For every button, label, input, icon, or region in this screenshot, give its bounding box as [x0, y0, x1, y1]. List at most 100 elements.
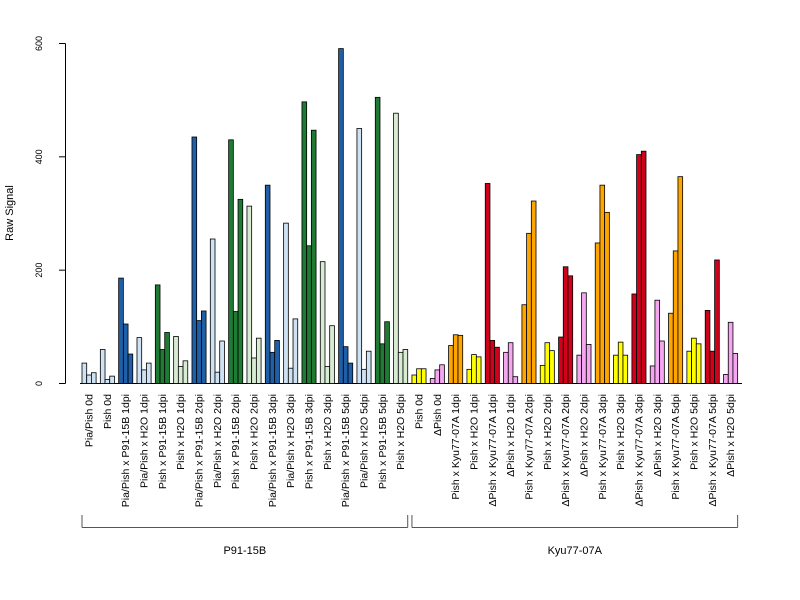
group-brackets: P91-15B Kyu77-07A	[81, 515, 739, 557]
bar	[228, 139, 234, 384]
x-tick-label: ΔPish x Kyu77-07A 5dpi	[707, 394, 719, 507]
bar	[255, 337, 262, 384]
bar	[200, 310, 207, 384]
x-tick-label: Pish x H2O 1dpi	[175, 394, 187, 470]
y-tick-label: 600	[34, 36, 44, 51]
bar	[567, 275, 574, 384]
bar	[617, 341, 624, 384]
bar	[214, 371, 221, 384]
y-tick-label: 0	[34, 381, 44, 386]
bar	[636, 154, 642, 384]
bar	[558, 336, 564, 384]
bar	[81, 362, 88, 384]
x-tick-label: ΔPish x H2O 3dpi	[652, 394, 664, 477]
x-tick-label: Pia/Pish x P91-15B 5dpi	[340, 394, 352, 507]
bar	[283, 222, 289, 384]
bar	[342, 346, 349, 384]
bar	[374, 96, 381, 384]
bar	[503, 351, 509, 384]
y-axis-label: Raw Signal	[4, 185, 16, 241]
bar	[452, 334, 459, 384]
bar	[232, 311, 239, 384]
bar	[439, 364, 445, 384]
bar	[526, 232, 532, 384]
bar	[365, 350, 372, 384]
bar	[347, 362, 354, 384]
bar	[599, 184, 606, 384]
bar	[141, 369, 147, 384]
x-tick-label: Pish x H2O 3dpi	[322, 394, 334, 470]
bar	[164, 332, 170, 384]
bar	[86, 374, 92, 384]
bar	[714, 259, 720, 384]
bar	[659, 340, 665, 384]
bar	[521, 304, 528, 384]
bar	[434, 369, 441, 384]
bar	[356, 128, 363, 384]
x-tick-label: Pia/Pish x P91-15B 3dpi	[267, 394, 279, 507]
x-tick-label: Pia/Pish 0d	[84, 394, 96, 447]
bar	[159, 349, 166, 384]
bars	[81, 48, 739, 384]
bar	[264, 184, 271, 384]
bar	[429, 377, 436, 384]
bar	[420, 368, 427, 384]
bar	[237, 198, 244, 384]
bar	[544, 342, 551, 384]
bar	[494, 346, 500, 384]
x-tick-label: Pish x Kyu77-07A 2dpi	[523, 394, 535, 500]
bar	[292, 318, 299, 384]
bar	[361, 368, 367, 384]
bar	[649, 365, 656, 384]
bar	[466, 368, 473, 384]
bar	[507, 342, 514, 384]
bar	[324, 366, 331, 384]
group-label: P91-15B	[223, 545, 266, 557]
bar	[91, 372, 97, 384]
x-tick-label: Pish 0d	[102, 394, 114, 429]
bar	[709, 350, 716, 384]
bar	[191, 136, 198, 384]
bar	[732, 353, 739, 384]
bar	[379, 343, 386, 384]
group-label: Kyu77-07A	[548, 545, 603, 557]
x-tick-label: ΔPish x H2O 2dpi	[578, 394, 590, 477]
bar	[177, 366, 184, 384]
bar	[471, 354, 477, 384]
bar	[173, 336, 179, 384]
bar	[539, 364, 546, 384]
x-tick-label: ΔPish x H2O 5dpi	[725, 394, 737, 477]
bar	[251, 357, 257, 384]
bar	[402, 349, 409, 384]
x-tick-label: Pish x H2O 5dpi	[395, 394, 407, 470]
y-ticks: 0 200 400 600	[34, 36, 66, 386]
bar	[631, 293, 638, 384]
x-tick-label: Pia/Pish x P91-15B 1dpi	[120, 394, 132, 507]
x-tick-label: ΔPish x Kyu77-07A 1dpi	[487, 394, 499, 507]
bar	[549, 350, 555, 384]
bar	[411, 374, 418, 384]
x-tick-label: Pish x P91-15B 2dpi	[230, 394, 242, 489]
bar	[484, 183, 491, 384]
y-tick-label: 400	[34, 149, 44, 164]
x-tick-label: Pish x Kyu77-07A 5dpi	[670, 394, 682, 500]
bar	[727, 321, 734, 384]
bar	[585, 343, 592, 384]
x-tick-label: ΔPish x H2O 1dpi	[505, 394, 517, 477]
bar	[654, 299, 661, 384]
bar	[118, 277, 124, 384]
bar	[668, 312, 674, 384]
bar	[246, 205, 253, 384]
x-tick-label: Pish x H2O 1dpi	[468, 394, 480, 470]
axes: 0 200 400 600 Raw Signal	[4, 36, 742, 386]
x-tick-label: Pish x Kyu77-07A 3dpi	[597, 394, 609, 500]
bar	[512, 376, 519, 384]
x-tick-label: ΔPish x Kyu77-07A 3dpi	[633, 394, 645, 507]
bar	[397, 351, 404, 384]
bar	[581, 292, 587, 384]
bar	[489, 340, 496, 384]
x-tick-label: Pish x H2O 2dpi	[249, 394, 261, 470]
bar	[448, 345, 454, 384]
x-tick-label: Pish x H2O 2dpi	[542, 394, 554, 470]
bar	[393, 112, 399, 384]
